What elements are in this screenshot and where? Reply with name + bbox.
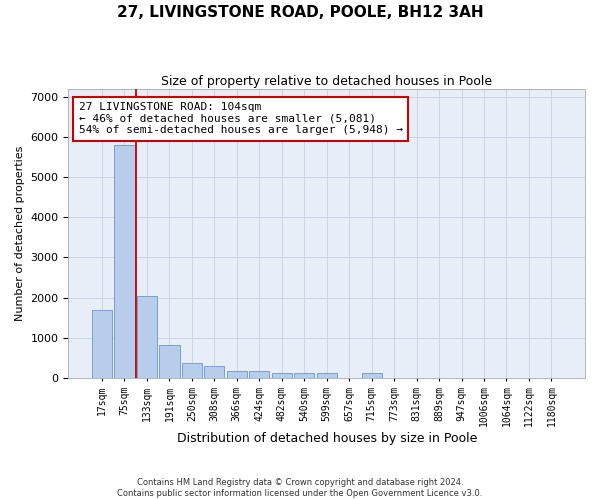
Bar — [204, 366, 224, 378]
Y-axis label: Number of detached properties: Number of detached properties — [15, 146, 25, 321]
Bar — [317, 374, 337, 378]
Bar — [137, 296, 157, 378]
Text: 27 LIVINGSTONE ROAD: 104sqm
← 46% of detached houses are smaller (5,081)
54% of : 27 LIVINGSTONE ROAD: 104sqm ← 46% of det… — [79, 102, 403, 136]
Title: Size of property relative to detached houses in Poole: Size of property relative to detached ho… — [161, 75, 492, 88]
Bar — [115, 146, 134, 378]
Bar — [294, 373, 314, 378]
Text: Contains HM Land Registry data © Crown copyright and database right 2024.
Contai: Contains HM Land Registry data © Crown c… — [118, 478, 482, 498]
Text: 27, LIVINGSTONE ROAD, POOLE, BH12 3AH: 27, LIVINGSTONE ROAD, POOLE, BH12 3AH — [116, 5, 484, 20]
Bar — [272, 373, 292, 378]
X-axis label: Distribution of detached houses by size in Poole: Distribution of detached houses by size … — [176, 432, 477, 445]
Bar — [92, 310, 112, 378]
Bar — [362, 374, 382, 378]
Bar — [249, 372, 269, 378]
Bar — [227, 370, 247, 378]
Bar — [182, 363, 202, 378]
Bar — [159, 345, 179, 378]
